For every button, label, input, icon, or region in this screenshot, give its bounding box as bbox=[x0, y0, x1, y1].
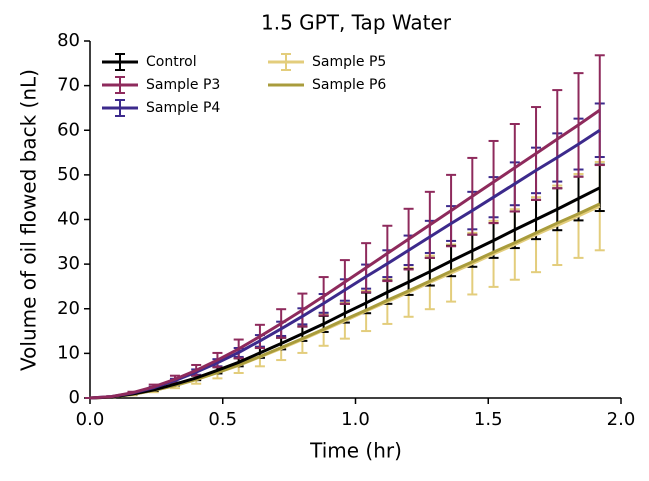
y-tick-label: 50 bbox=[57, 164, 80, 185]
y-tick-label: 0 bbox=[69, 387, 80, 408]
legend-label: Control bbox=[146, 54, 197, 70]
x-tick-label: 0.5 bbox=[208, 409, 237, 430]
y-tick-label: 30 bbox=[57, 253, 80, 274]
y-tick-label: 10 bbox=[57, 342, 80, 363]
x-tick-label: 1.0 bbox=[341, 409, 370, 430]
y-axis-label: Volume of oil flowed back (nL) bbox=[17, 69, 41, 371]
y-tick-label: 20 bbox=[57, 298, 80, 319]
legend-label: Sample P5 bbox=[312, 54, 386, 70]
x-tick-label: 2.0 bbox=[607, 409, 636, 430]
legend-label: Sample P6 bbox=[312, 77, 386, 93]
legend-label: Sample P4 bbox=[146, 100, 220, 116]
y-tick-label: 40 bbox=[57, 209, 80, 230]
x-tick-label: 0.0 bbox=[76, 409, 105, 430]
y-tick-label: 60 bbox=[57, 119, 80, 140]
series-line bbox=[89, 186, 601, 400]
series-line bbox=[89, 108, 601, 400]
x-axis-label: Time (hr) bbox=[309, 439, 402, 463]
y-tick-label: 80 bbox=[57, 30, 80, 51]
legend-label: Sample P3 bbox=[146, 77, 220, 93]
x-tick-label: 1.5 bbox=[474, 409, 503, 430]
chart-title: 1.5 GPT, Tap Water bbox=[261, 11, 452, 35]
y-tick-label: 70 bbox=[57, 75, 80, 96]
